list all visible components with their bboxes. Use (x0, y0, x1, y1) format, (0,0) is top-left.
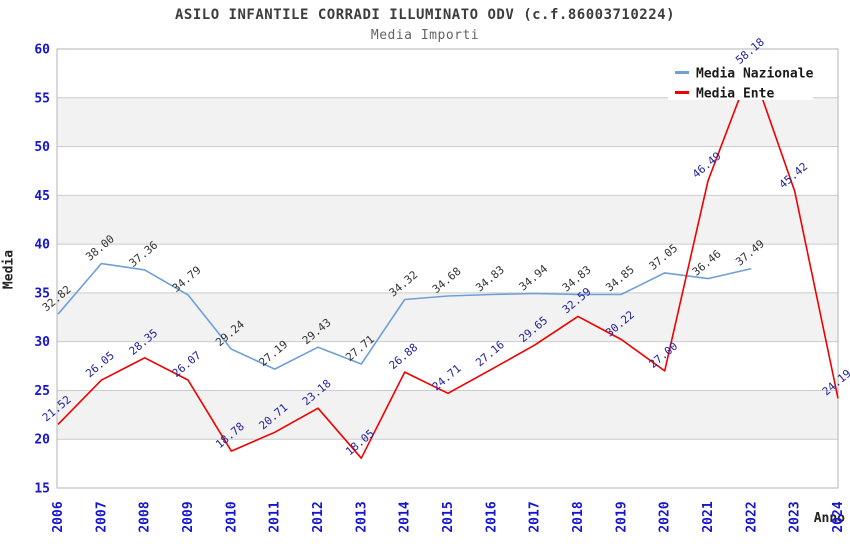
y-axis-tick-label: 30 (34, 335, 50, 350)
data-point-label: 46.49 (690, 149, 724, 180)
x-axis-tick-label-group: 2020 (658, 501, 673, 532)
x-axis-tick-label: 2016 (484, 501, 499, 532)
data-point-label: 26.88 (387, 341, 421, 372)
x-axis-tick-label-group: 2013 (354, 501, 369, 532)
legend-box (668, 54, 813, 100)
y-axis-tick-label: 60 (34, 43, 50, 58)
x-axis-tick-label: 2007 (94, 501, 109, 532)
data-point-label-group: 34.94 (517, 262, 551, 293)
y-axis-tick-label: 50 (34, 140, 50, 155)
plot-border (56, 48, 839, 489)
data-point-label-group: 37.05 (647, 242, 681, 273)
x-axis-tick-label: 2017 (528, 501, 543, 532)
data-point-label-group: 36.46 (690, 247, 724, 278)
data-point-label-group: 34.83 (473, 263, 507, 294)
y-axis-tick-label: 25 (34, 384, 50, 399)
x-axis-tick-label-group: 2015 (441, 501, 456, 532)
x-axis-tick-label: 2019 (614, 501, 629, 532)
data-point-label-group: 26.88 (387, 341, 421, 372)
x-axis-tick-label: 2015 (441, 501, 456, 532)
data-point-label-group: 26.07 (170, 349, 204, 380)
axis-ticks-layer: 15 20 25 30 35 40 45 50 55 60 2006 2007 2008 2009 2010… (34, 43, 846, 533)
y-axis-tick-label: 35 (34, 286, 50, 301)
background-band (57, 97, 838, 147)
data-point-label: 34.83 (473, 263, 507, 294)
x-axis-title: Anno (813, 511, 845, 526)
x-axis-tick-label-group: 2024 (831, 501, 846, 532)
x-axis-tick-label: 2010 (224, 501, 239, 532)
x-axis-tick-label: 2012 (311, 501, 326, 532)
data-point-label-group: 24.71 (430, 362, 464, 393)
x-axis-tick-label-group: 2021 (701, 501, 716, 532)
legend: Media Nazionale Media Ente (668, 54, 814, 102)
x-axis-tick-label-group: 2019 (614, 501, 629, 532)
data-point-label-group: 27.16 (473, 338, 507, 369)
data-point-label: 24.71 (430, 362, 464, 393)
data-point-label-group: 34.79 (170, 264, 204, 295)
x-axis-tick-label: 2011 (268, 501, 283, 532)
x-axis-tick-label-group: 2023 (788, 501, 803, 532)
chart-subtitle: Media Importi (370, 28, 480, 43)
x-axis-tick-label-group: 2017 (528, 501, 543, 532)
x-axis-tick-label: 2021 (701, 501, 716, 532)
x-axis-tick-label: 2018 (571, 501, 586, 532)
x-axis-tick-label-group: 2009 (181, 501, 196, 532)
series-line-media-ente (57, 66, 839, 459)
data-point-label-group: 34.68 (430, 265, 464, 296)
background-band (57, 195, 838, 245)
x-axis-tick-label-group: 2022 (744, 501, 759, 532)
x-axis-tick-label: 2024 (831, 501, 846, 532)
data-point-label-group: 46.49 (690, 149, 724, 180)
x-axis-tick-label-group: 2007 (94, 501, 109, 532)
x-axis-tick-label: 2020 (658, 501, 673, 532)
background-band (57, 292, 838, 342)
plot-area (56, 48, 839, 489)
x-axis-tick-label: 2022 (744, 501, 759, 532)
legend-label-media-ente: Media Ente (696, 87, 774, 102)
legend-label-media-nazionale: Media Nazionale (696, 67, 814, 82)
x-axis-tick-label-group: 2011 (268, 501, 283, 532)
data-point-label: 26.07 (170, 349, 204, 380)
data-point-label: 34.68 (430, 265, 464, 296)
x-axis-tick-label-group: 2018 (571, 501, 586, 532)
y-axis-tick-label: 40 (34, 238, 50, 253)
y-axis-tick-label: 15 (34, 482, 50, 497)
x-axis-tick-label: 2013 (354, 501, 369, 532)
x-axis-tick-label-group: 2014 (398, 501, 413, 532)
data-point-label: 27.00 (647, 340, 681, 371)
background-band (57, 390, 838, 440)
x-axis-tick-label-group: 2006 (51, 501, 66, 532)
x-axis-tick-label: 2008 (138, 501, 153, 532)
y-axis-tick-label: 55 (34, 91, 50, 106)
x-axis-tick-label: 2023 (788, 501, 803, 532)
data-point-label: 27.16 (473, 338, 507, 369)
data-point-label-group: 27.00 (647, 340, 681, 371)
y-axis-tick-label: 20 (34, 433, 50, 448)
data-point-label: 34.79 (170, 264, 204, 295)
x-axis-tick-label-group: 2016 (484, 501, 499, 532)
x-axis-tick-label-group: 2008 (138, 501, 153, 532)
x-axis-tick-label-group: 2012 (311, 501, 326, 532)
y-axis-tick-label: 45 (34, 189, 50, 204)
chart-title: ASILO INFANTILE CORRADI ILLUMINATO ODV (… (174, 7, 675, 23)
series-line-media-nazionale (57, 262, 752, 370)
x-axis-tick-label-group: 2010 (224, 501, 239, 532)
x-axis-tick-label: 2009 (181, 501, 196, 532)
x-axis-tick-label: 2006 (51, 501, 66, 532)
data-point-label: 36.46 (690, 247, 724, 278)
data-point-label: 34.94 (517, 262, 551, 293)
data-point-label: 37.05 (647, 242, 681, 273)
x-axis-tick-label: 2014 (398, 501, 413, 532)
